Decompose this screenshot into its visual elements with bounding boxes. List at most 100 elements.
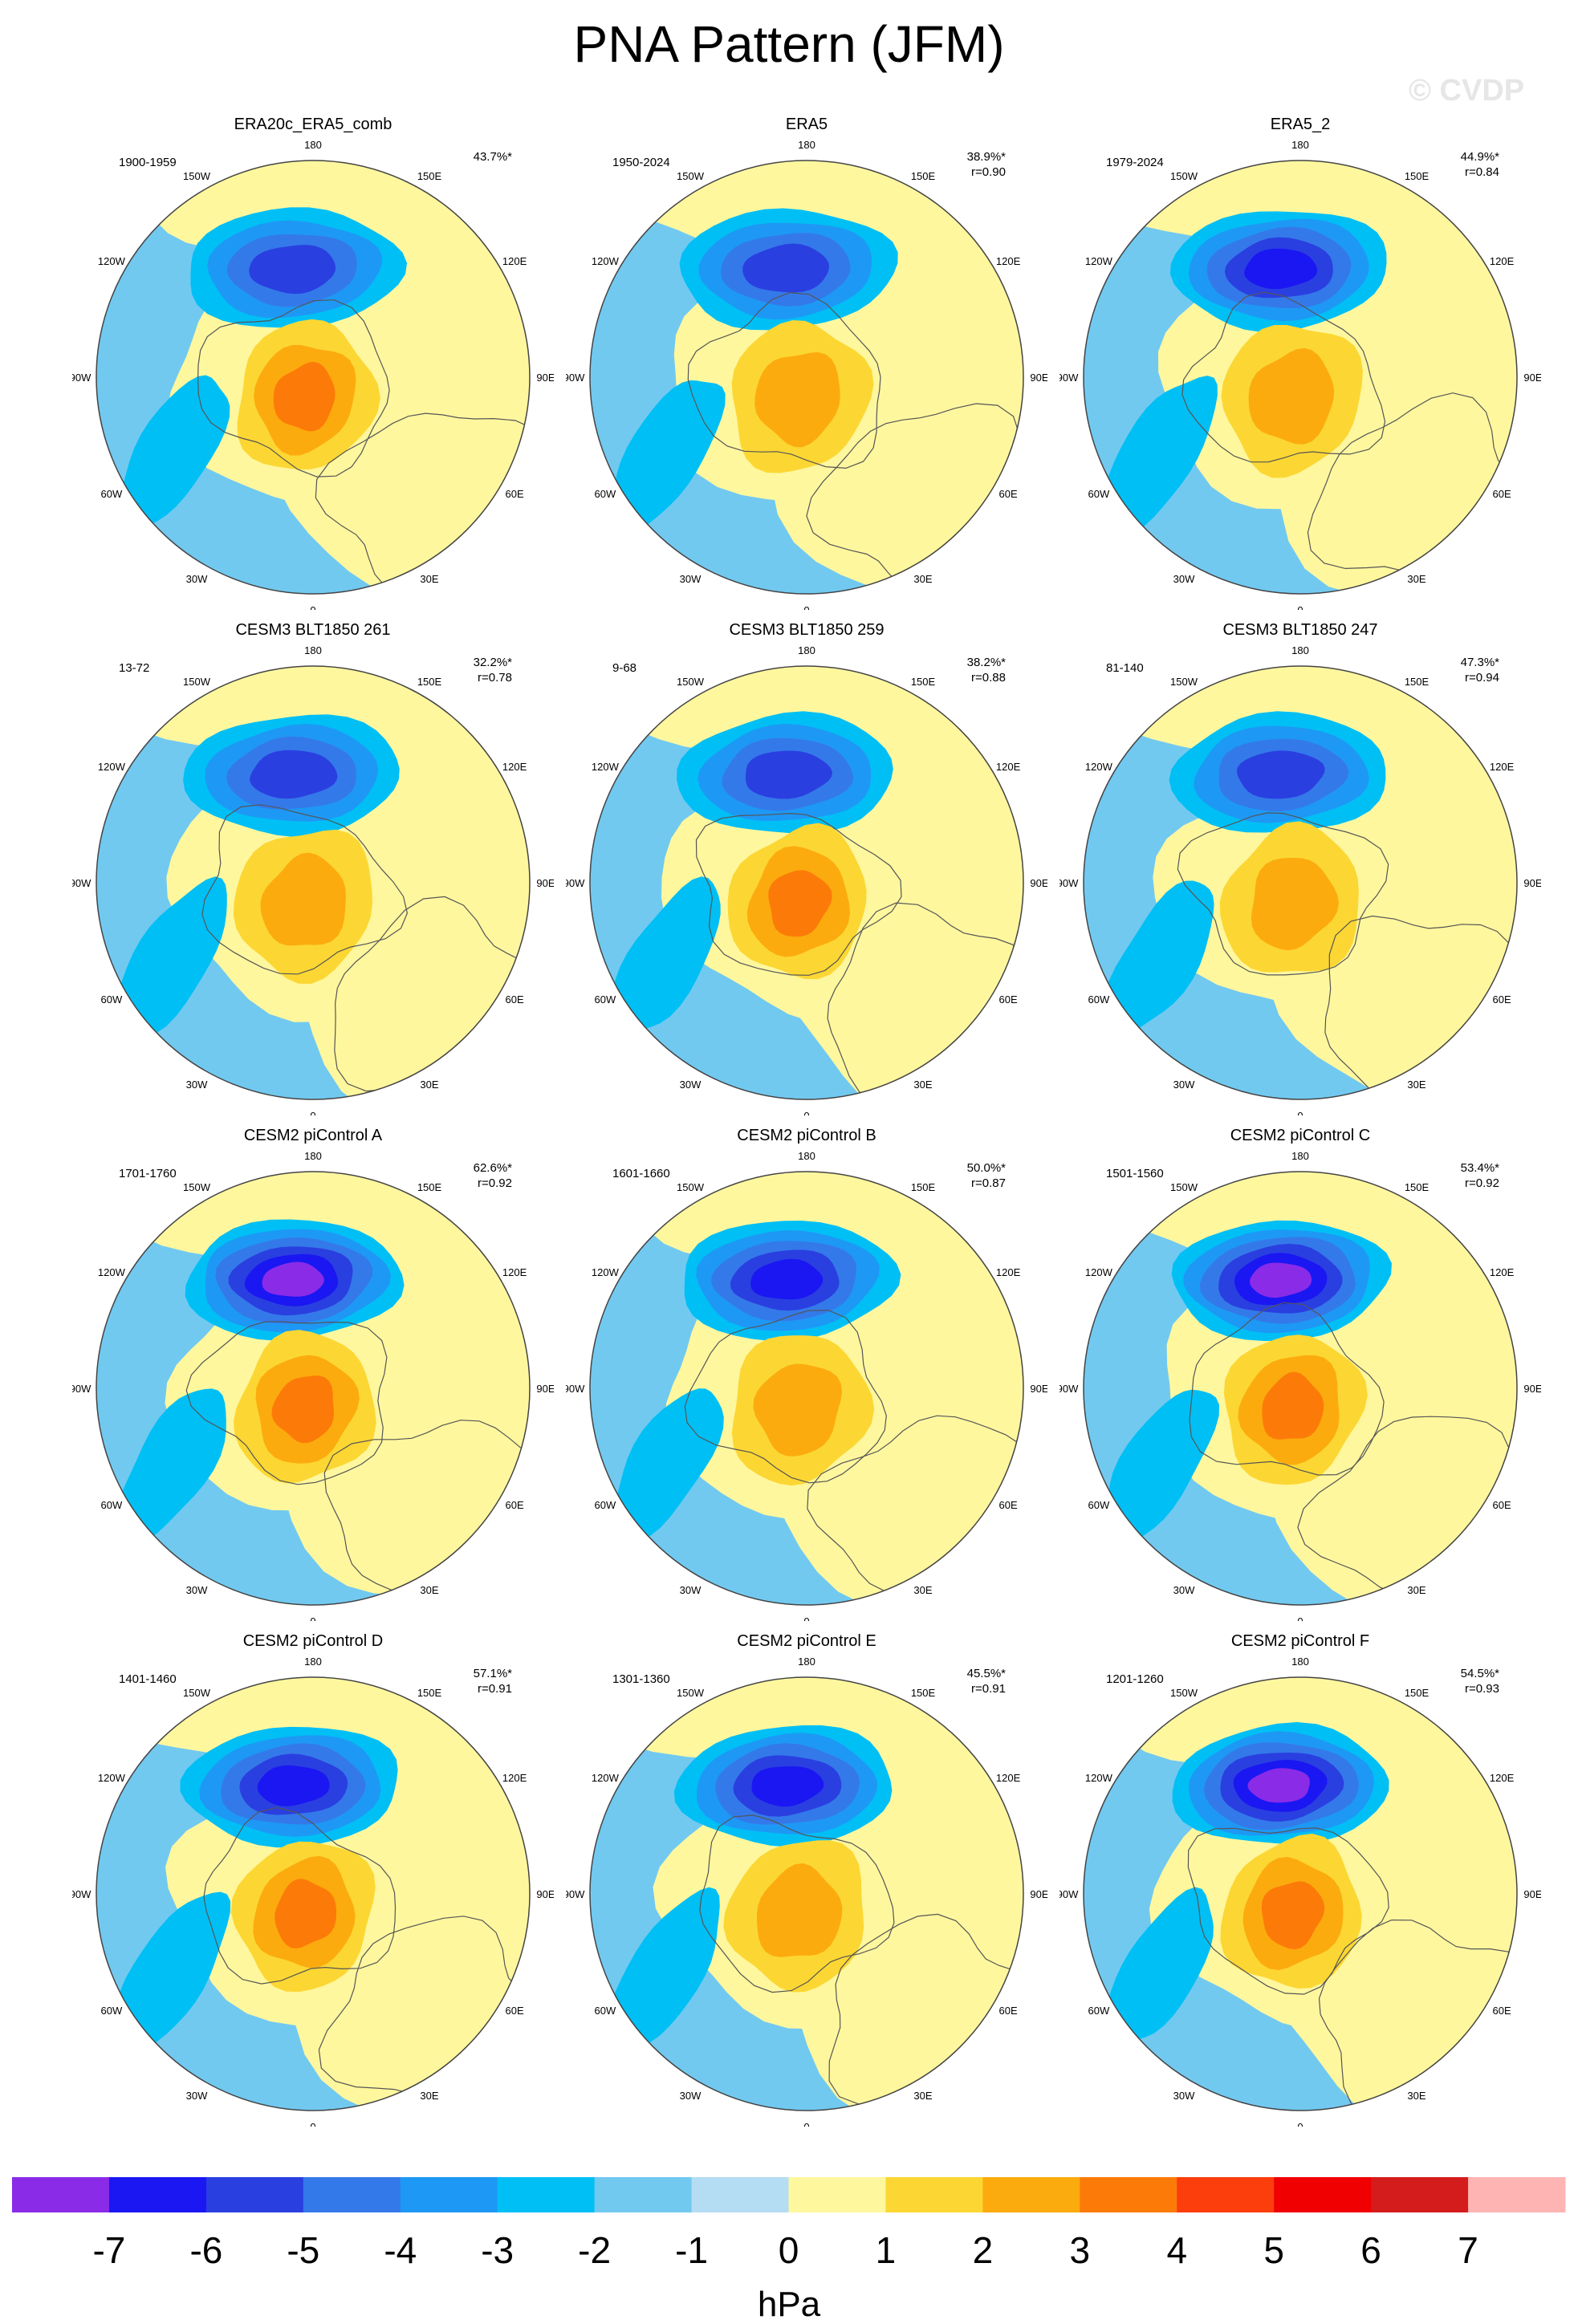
pattern-correlation: r=0.91 <box>478 1682 512 1696</box>
western-low-contour <box>610 1388 724 1544</box>
colorbar-swatch <box>594 2177 693 2212</box>
longitude-label: 60W <box>1088 1499 1110 1511</box>
map-panel: CESM3 BLT1850 259 9-68 38.2%* r=0.88 180 150E… <box>566 610 1047 1115</box>
longitude-label: 120E <box>996 1266 1021 1278</box>
longitude-label: 120E <box>502 1266 527 1278</box>
pattern-field <box>96 160 530 594</box>
map-panel: ERA20c_ERA5_comb 1900-1959 43.7%* 180 150E 12… <box>72 104 554 610</box>
variance-explained: 32.2%* <box>473 656 512 669</box>
variance-explained: 38.2%* <box>966 656 1006 669</box>
longitude-label: 30W <box>1173 2090 1195 2102</box>
longitude-label: 90W <box>1059 1888 1079 1900</box>
longitude-label: 120E <box>502 1772 527 1784</box>
longitude-label: 150E <box>1405 1687 1430 1699</box>
longitude-label: 90E <box>1523 1383 1541 1395</box>
panel-title: CESM3 BLT1850 259 <box>729 621 885 639</box>
longitude-label: 60E <box>999 488 1018 500</box>
longitude-label: 120W <box>98 761 126 773</box>
colorbar-swatch <box>1468 2177 1566 2212</box>
western-low-contour <box>1104 376 1218 536</box>
longitude-label: 30W <box>1173 1584 1195 1596</box>
panel-years: 1701-1760 <box>119 1167 177 1180</box>
longitude-label: 120W <box>98 255 126 267</box>
longitude-label: 180 <box>798 1150 815 1162</box>
longitude-label: 180 <box>1291 1656 1309 1668</box>
pacific-low-contour <box>1244 248 1318 290</box>
longitude-label: 60E <box>1493 2005 1511 2017</box>
pacific-low-contour <box>1250 1262 1312 1298</box>
coastline <box>185 1321 388 1485</box>
panel-years: 1979-2024 <box>1106 156 1164 169</box>
longitude-label: 30E <box>1407 1584 1425 1596</box>
longitude-label: 180 <box>304 1150 322 1162</box>
longitude-label: 90W <box>566 1383 585 1395</box>
colorbar-tick-label: 1 <box>876 2229 897 2271</box>
map-panel: CESM2 piControl F 1201-1260 54.5%* r=0.93 18… <box>1059 1621 1541 2127</box>
longitude-label: 180 <box>798 1656 815 1668</box>
coastline <box>687 291 881 469</box>
pattern-field <box>1084 1172 1517 1605</box>
longitude-label: 60W <box>595 488 616 500</box>
longitude-label: 30E <box>1407 573 1425 585</box>
longitude-label: 90W <box>1059 1383 1079 1395</box>
pattern-correlation: r=0.84 <box>1465 165 1499 179</box>
polar-map: 180 150E 120E 90E 60E 30E 0 30W 60W 90W 120W 150W <box>72 139 554 610</box>
colorbar-tick-label: 0 <box>779 2229 799 2271</box>
pacific-low-contour <box>262 1262 324 1297</box>
colorbar-tick-label: -6 <box>189 2229 222 2271</box>
longitude-label: 30E <box>1407 1079 1425 1091</box>
high-contour <box>1262 1371 1324 1440</box>
panel-title: CESM3 BLT1850 247 <box>1222 621 1378 639</box>
longitude-label: 90E <box>1030 372 1047 384</box>
panel-title: ERA20c_ERA5_comb <box>234 116 392 133</box>
panel-title: CESM2 piControl C <box>1230 1127 1371 1144</box>
longitude-label: 150W <box>677 170 705 182</box>
pacific-low-contour <box>746 750 832 799</box>
panel-years: 1950-2024 <box>612 156 670 169</box>
colorbar-swatch <box>497 2177 596 2212</box>
longitude-label: 30W <box>680 1584 702 1596</box>
longitude-label: 120W <box>1085 761 1113 773</box>
longitude-label: 150E <box>911 676 936 688</box>
western-low-contour <box>1108 1389 1219 1546</box>
panel-title: ERA5 <box>785 116 828 133</box>
colorbar-tick-label: -4 <box>384 2229 417 2271</box>
map-panel: CESM2 piControl B 1601-1660 50.0%* r=0.87 18… <box>566 1115 1047 1621</box>
longitude-label: 90E <box>536 372 554 384</box>
longitude-label: 60E <box>1493 993 1511 1006</box>
colorbar-swatch <box>1177 2177 1275 2212</box>
colorbar-swatch <box>1371 2177 1469 2212</box>
pacific-low-contour <box>750 1258 824 1300</box>
map-panel: CESM3 BLT1850 247 81-140 47.3%* r=0.94 180 15… <box>1059 610 1541 1115</box>
panel-years: 13-72 <box>119 661 150 675</box>
coastline <box>1181 291 1386 463</box>
pattern-correlation: r=0.91 <box>971 1682 1006 1696</box>
longitude-label: 90W <box>566 372 585 384</box>
variance-explained: 45.5%* <box>966 1667 1006 1680</box>
colorbar-swatch <box>108 2177 207 2212</box>
longitude-label: 150E <box>417 1687 442 1699</box>
longitude-label: 90W <box>72 372 92 384</box>
map-frame <box>96 665 531 1100</box>
colorbar-tick-label: -1 <box>675 2229 708 2271</box>
longitude-label: 30W <box>186 1079 208 1091</box>
high-contour <box>1261 1881 1325 1950</box>
high-contour <box>768 870 832 937</box>
coastline <box>201 804 409 975</box>
panel-title: CESM2 piControl D <box>242 1632 384 1650</box>
high-contour <box>1251 858 1339 951</box>
pattern-correlation: r=0.94 <box>1465 671 1499 685</box>
longitude-label: 0 <box>803 2121 809 2127</box>
pacific-low-contour <box>1236 750 1325 799</box>
panel-stats: 43.7%* <box>474 149 512 165</box>
pattern-correlation: r=0.78 <box>478 671 512 685</box>
longitude-label: 120W <box>592 1772 620 1784</box>
longitude-label: 30E <box>913 1079 932 1091</box>
panel-stats: 38.9%* r=0.90 <box>967 149 1006 180</box>
longitude-label: 0 <box>1297 1110 1303 1115</box>
pattern-field <box>590 666 1023 1099</box>
pattern-field <box>1084 160 1517 594</box>
longitude-label: 120E <box>996 1772 1021 1784</box>
panel-title: CESM2 piControl A <box>243 1127 383 1144</box>
cvdp-watermark: © CVDP <box>1409 74 1525 108</box>
